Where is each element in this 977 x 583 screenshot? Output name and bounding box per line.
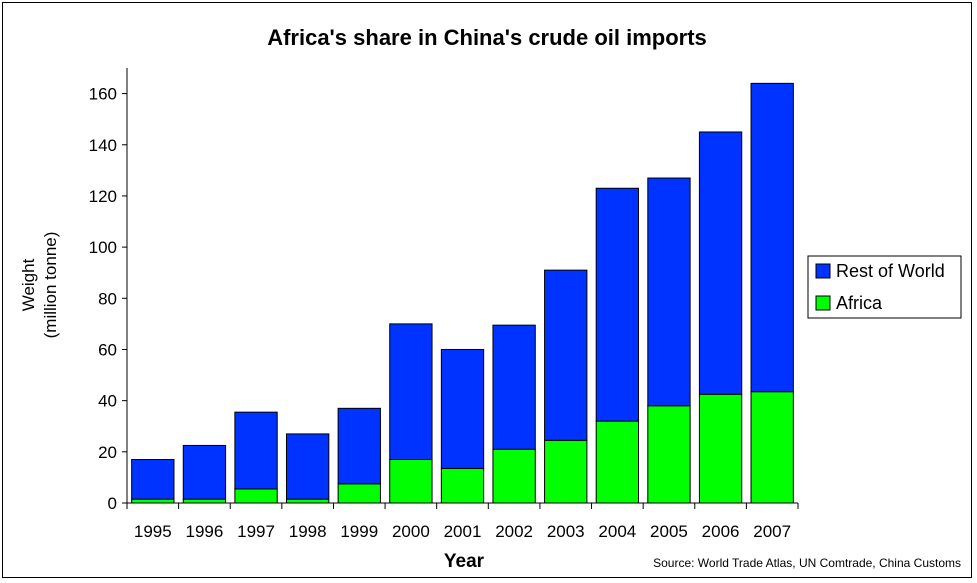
chart-title: Africa's share in China's crude oil impo… <box>267 25 707 50</box>
x-tick-label-1997: 1997 <box>237 522 275 541</box>
x-tick-labels: 1995 1996 1997 1998 1999 2000 2001 2002 2003 2004… <box>134 522 791 541</box>
bar-rest-of-world-2006 <box>698 131 743 395</box>
x-tick-label-1998: 1998 <box>289 522 327 541</box>
y-tick-label-160: 160 <box>89 85 117 104</box>
bar-rest-of-world-2005 <box>647 177 691 407</box>
legend: Rest of World Africa <box>807 255 962 319</box>
source-note: Source: World Trade Atlas, UN Comtrade, … <box>653 556 961 570</box>
bar-africa-2000 <box>389 459 433 504</box>
bar-africa-1996 <box>182 498 227 504</box>
bar-rest-of-world-1998 <box>285 433 330 500</box>
x-axis-title: Year <box>444 551 485 572</box>
bar-rest-of-world-1995 <box>131 459 175 500</box>
y-axis-title-line-1: Weight <box>19 258 38 311</box>
bar-rest-of-world-1996 <box>182 444 227 500</box>
bar-africa-1998 <box>285 498 330 504</box>
bar-africa-2002 <box>492 448 536 504</box>
legend-box <box>807 255 962 319</box>
x-tick-label-1995: 1995 <box>134 522 172 541</box>
y-tick-label-80: 80 <box>98 289 117 308</box>
bar-rest-of-world-2004 <box>595 187 640 422</box>
bar-africa-2007 <box>750 391 794 504</box>
legend-swatch-rest-of-world <box>815 263 831 279</box>
x-tick-label-1999: 1999 <box>340 522 378 541</box>
bars-layer <box>131 82 794 504</box>
axes-layer <box>122 68 799 509</box>
bar-rest-of-world-1999 <box>337 407 381 485</box>
y-tick-label-120: 120 <box>89 187 117 206</box>
y-tick-label-140: 140 <box>89 136 117 155</box>
bar-africa-2004 <box>595 420 640 504</box>
bar-africa-1997 <box>234 488 278 504</box>
y-tick-labels: 0 20 40 60 80 100 120 140 160 <box>89 85 117 513</box>
x-tick-label-2002: 2002 <box>495 522 533 541</box>
y-tick-label-60: 60 <box>98 340 117 359</box>
x-tick-label-2001: 2001 <box>444 522 482 541</box>
x-tick-label-1996: 1996 <box>186 522 224 541</box>
bar-africa-1999 <box>337 483 381 504</box>
x-tick-label-2003: 2003 <box>547 522 585 541</box>
x-tick-label-2005: 2005 <box>650 522 688 541</box>
bar-rest-of-world-2001 <box>440 348 485 469</box>
y-axis-title-line-2: (million tonne) <box>41 232 60 339</box>
x-tick-label-2000: 2000 <box>392 522 430 541</box>
y-tick-label-0: 0 <box>108 494 117 513</box>
bar-rest-of-world-2007 <box>750 82 794 393</box>
bar-africa-2001 <box>440 467 485 504</box>
bar-rest-of-world-2003 <box>544 269 588 441</box>
x-tick-label-2006: 2006 <box>702 522 740 541</box>
bar-rest-of-world-1997 <box>234 411 278 490</box>
y-tick-label-100: 100 <box>89 238 117 257</box>
bar-africa-2003 <box>544 439 588 504</box>
bar-africa-1995 <box>131 498 175 504</box>
bar-rest-of-world-2002 <box>492 324 536 450</box>
legend-label-africa: Africa <box>836 293 883 313</box>
y-tick-label-40: 40 <box>98 392 117 411</box>
legend-swatch-africa <box>815 295 831 311</box>
bar-africa-2006 <box>698 393 743 504</box>
x-tick-label-2004: 2004 <box>598 522 636 541</box>
x-tick-label-2007: 2007 <box>753 522 791 541</box>
legend-label-rest-of-world: Rest of World <box>836 261 945 281</box>
y-tick-label-20: 20 <box>98 443 117 462</box>
y-axis-title: Weight (million tonne) <box>19 232 60 339</box>
bar-africa-2005 <box>647 405 691 504</box>
bar-rest-of-world-2000 <box>389 323 433 460</box>
